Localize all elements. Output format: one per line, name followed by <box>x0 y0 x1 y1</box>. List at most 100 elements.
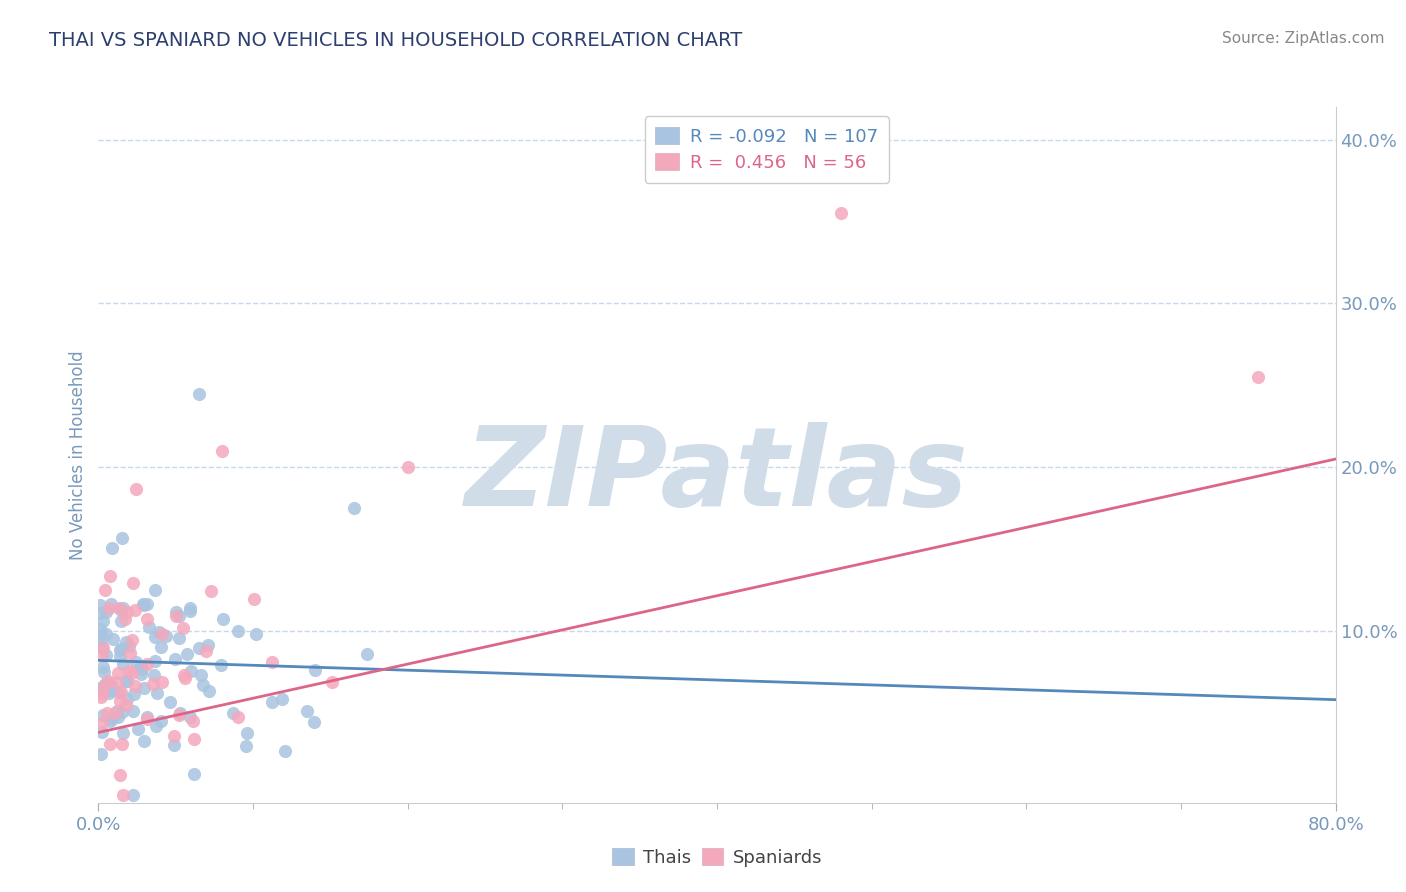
Point <box>107 710 129 724</box>
Point <box>179 710 201 724</box>
Point <box>125 656 148 670</box>
Point <box>101 541 124 555</box>
Point <box>97 679 120 693</box>
Point <box>132 597 155 611</box>
Point <box>108 768 131 782</box>
Point <box>138 620 160 634</box>
Point <box>93 665 115 679</box>
Point <box>97 686 120 700</box>
Point <box>89 622 111 636</box>
Point <box>108 648 131 663</box>
Point <box>122 788 145 802</box>
Point <box>271 692 294 706</box>
Point <box>91 686 114 700</box>
Point <box>111 531 134 545</box>
Point <box>174 671 197 685</box>
Point <box>127 722 149 736</box>
Point <box>136 712 159 726</box>
Point <box>295 704 318 718</box>
Point <box>111 600 134 615</box>
Point <box>91 707 114 722</box>
Point <box>136 657 159 672</box>
Point <box>304 714 326 729</box>
Point <box>150 626 173 640</box>
Point <box>108 600 131 615</box>
Point <box>100 678 122 692</box>
Point <box>200 584 222 599</box>
Point <box>96 627 118 641</box>
Y-axis label: No Vehicles in Household: No Vehicles in Household <box>69 350 87 560</box>
Text: THAI VS SPANIARD NO VEHICLES IN HOUSEHOLD CORRELATION CHART: THAI VS SPANIARD NO VEHICLES IN HOUSEHOL… <box>49 31 742 50</box>
Point <box>108 694 131 708</box>
Text: ZIPatlas: ZIPatlas <box>465 422 969 529</box>
Point <box>89 598 111 612</box>
Point <box>96 648 118 663</box>
Legend: Thais, Spaniards: Thais, Spaniards <box>605 840 830 874</box>
Point <box>1247 370 1270 384</box>
Point <box>121 666 143 681</box>
Point <box>211 443 233 458</box>
Point <box>222 706 245 720</box>
Point <box>187 640 209 655</box>
Point <box>143 630 166 644</box>
Point <box>155 629 177 643</box>
Point <box>118 640 141 654</box>
Point <box>131 662 153 676</box>
Point <box>260 695 283 709</box>
Point <box>94 677 117 691</box>
Point <box>143 654 166 668</box>
Point <box>108 684 131 698</box>
Point <box>111 725 134 739</box>
Point <box>97 674 120 689</box>
Point <box>191 678 214 692</box>
Point <box>197 638 219 652</box>
Point <box>135 612 157 626</box>
Point <box>91 641 114 656</box>
Point <box>124 482 146 496</box>
Point <box>124 679 146 693</box>
Point <box>91 660 114 674</box>
Point <box>148 625 170 640</box>
Point <box>114 612 136 626</box>
Point <box>97 682 120 697</box>
Text: Source: ZipAtlas.com: Source: ZipAtlas.com <box>1222 31 1385 46</box>
Point <box>830 206 852 220</box>
Point <box>93 679 115 693</box>
Point <box>150 674 173 689</box>
Point <box>110 684 132 698</box>
Point <box>134 681 156 695</box>
Point <box>129 659 152 673</box>
Point <box>167 608 190 623</box>
Point <box>190 668 212 682</box>
Point <box>115 698 138 712</box>
Point <box>134 733 156 747</box>
Point <box>146 686 169 700</box>
Point <box>115 635 138 649</box>
Point <box>321 674 343 689</box>
Point <box>165 605 187 619</box>
Point <box>90 690 112 704</box>
Point <box>179 600 201 615</box>
Point <box>97 600 120 615</box>
Point <box>136 598 159 612</box>
Point <box>145 719 167 733</box>
Point <box>396 460 419 475</box>
Point <box>91 716 114 731</box>
Point <box>163 652 186 666</box>
Point <box>110 705 132 719</box>
Point <box>169 632 191 646</box>
Point <box>90 627 112 641</box>
Point <box>176 647 198 661</box>
Point <box>150 714 173 728</box>
Point <box>98 737 121 751</box>
Point <box>117 692 139 706</box>
Point <box>150 640 173 655</box>
Point <box>143 582 166 597</box>
Point <box>98 714 121 728</box>
Point <box>132 599 155 613</box>
Point <box>343 501 366 516</box>
Point <box>183 732 205 747</box>
Point <box>105 704 128 718</box>
Point <box>236 726 259 740</box>
Point <box>110 614 132 628</box>
